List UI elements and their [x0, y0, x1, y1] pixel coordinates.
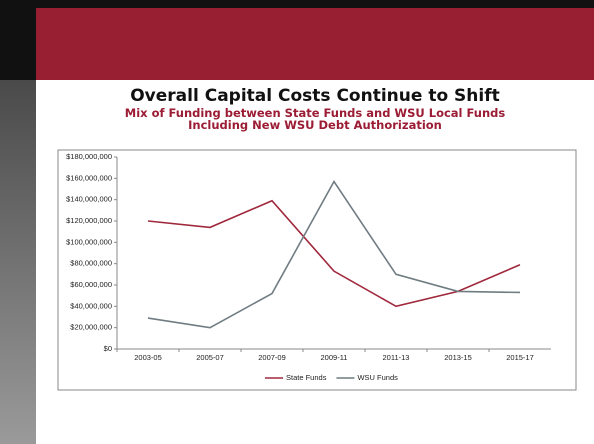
y-tick-label: $160,000,000: [66, 173, 112, 182]
x-tick-label: 2009-11: [321, 353, 348, 362]
chart-frame: [57, 149, 577, 391]
chart-title: Overall Capital Costs Continue to Shift: [130, 86, 500, 106]
x-tick-label: 2013-15: [444, 353, 472, 362]
x-tick-label: 2007-09: [258, 353, 286, 362]
y-tick-label: $20,000,000: [70, 323, 112, 332]
legend-label: State Funds: [286, 373, 327, 382]
x-tick-label: 2015-17: [506, 353, 534, 362]
subtitle-line: Mix of Funding between State Funds and W…: [124, 106, 506, 120]
x-tick-label: 2011-13: [383, 353, 410, 362]
x-tick-label: 2005-07: [196, 353, 224, 362]
top-strip: [36, 0, 594, 8]
y-tick-label: $180,000,000: [66, 152, 112, 161]
y-tick-label: $0: [104, 344, 112, 353]
legend-label: WSU Funds: [357, 373, 398, 382]
left-bar-top: [0, 0, 36, 80]
left-bar: [0, 80, 36, 444]
line-series: [147, 179, 521, 329]
banner: [36, 8, 594, 80]
x-tick-label: 2003-05: [134, 353, 162, 362]
subtitle-line: Including New WSU Debt Authorization: [188, 118, 442, 132]
chart-subtitle: Mix of Funding between State Funds and W…: [36, 107, 594, 131]
y-tick-label: $120,000,000: [66, 216, 112, 225]
y-tick-label: $100,000,000: [66, 237, 112, 246]
y-tick-label: $80,000,000: [70, 259, 112, 268]
y-tick-label: $40,000,000: [70, 301, 112, 310]
y-tick-label: $60,000,000: [70, 280, 112, 289]
y-tick-label: $140,000,000: [66, 195, 112, 204]
